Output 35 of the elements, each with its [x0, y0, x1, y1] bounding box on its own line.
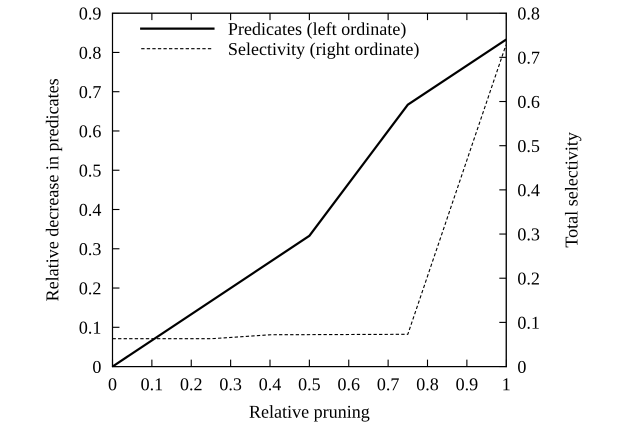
y-tick-label: 0: [93, 360, 101, 374]
y-axis-title: Relative decrease in predicates: [46, 78, 62, 301]
y2-tick-label: 0.4: [518, 184, 540, 196]
y-tick-label: 0.7: [80, 86, 101, 98]
y2-tick-label: 0.7: [518, 52, 540, 64]
x-tick-label: 0.7: [378, 378, 399, 390]
x-tick-label: 0.3: [220, 378, 242, 390]
x-tick-label: 0.2: [180, 378, 202, 390]
x-tick-label: 0.6: [338, 378, 360, 390]
x-tick-label: 0.5: [298, 378, 320, 390]
y-tick-label: 0.6: [80, 125, 101, 138]
y2-axis-title: Total selectivity: [564, 132, 582, 248]
y-tick-label: 0.1: [80, 322, 100, 334]
x-tick-label: 1: [503, 378, 510, 390]
x-tick-label: 0.4: [259, 378, 282, 390]
y2-tick-label: 0: [518, 360, 526, 374]
y-tick-label: 0.8: [80, 46, 101, 59]
x-tick-label: 0.1: [141, 378, 162, 390]
legend-label: Predicates (left ordinate): [228, 22, 406, 39]
y2-tick-label: 0.2: [518, 272, 539, 285]
y2-tick-label: 0.8: [518, 7, 540, 20]
y-tick-label: 0.3: [80, 243, 101, 256]
y2-tick-label: 0.5: [518, 140, 540, 152]
x-tick-label: 0.8: [416, 378, 438, 390]
legend-label: Selectivity (right ordinate): [229, 42, 419, 59]
x-tick-label: 0.9: [456, 378, 478, 390]
y2-tick-label: 0.1: [518, 316, 539, 329]
y-tick-label: 0.4: [80, 204, 102, 216]
y2-tick-label: 0.3: [518, 228, 540, 241]
y-tick-label: 0.5: [80, 164, 101, 177]
y-tick-label: 0.9: [80, 7, 101, 20]
y-tick-label: 0.2: [80, 282, 100, 295]
y2-tick-label: 0.6: [518, 96, 540, 108]
x-tick-label: 0: [108, 378, 116, 390]
x-axis-title: Relative pruning: [249, 405, 370, 422]
